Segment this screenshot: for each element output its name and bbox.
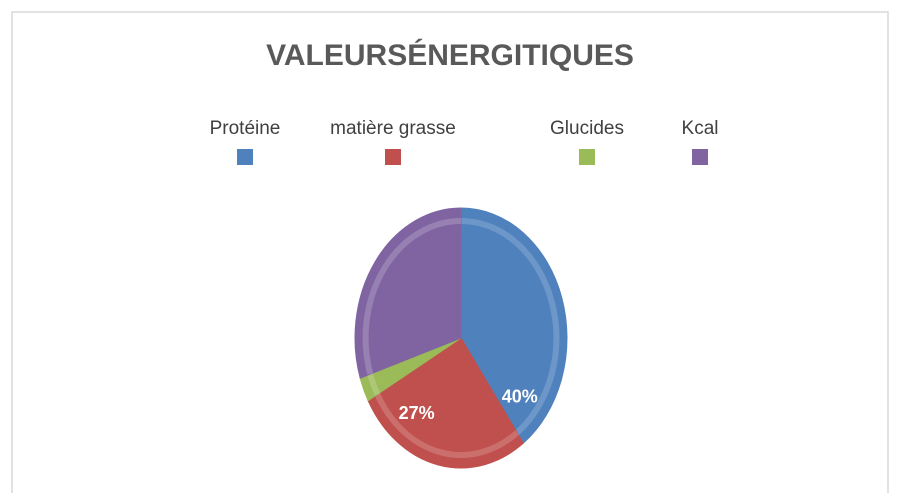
chart-title: VALEURSÉNERGITIQUES [266, 38, 634, 72]
pie-slice [367, 337, 524, 469]
slice-bevel [460, 218, 560, 435]
legend-swatch [237, 149, 253, 165]
pie-slice [354, 207, 462, 379]
legend-swatch [385, 149, 401, 165]
pie-slice [460, 207, 568, 444]
legend-label: Kcal [682, 118, 719, 139]
legend-swatch [692, 149, 708, 165]
legend-label: Protéine [210, 118, 281, 139]
legend-label: matière grasse [330, 118, 456, 139]
slice-bevel [362, 218, 462, 375]
slice-bevel [374, 393, 520, 458]
data-label: 27% [399, 403, 435, 423]
legend-swatch [579, 149, 595, 165]
chart-border [11, 11, 889, 493]
data-label: 40% [502, 387, 538, 407]
legend-label: Glucides [550, 118, 624, 139]
